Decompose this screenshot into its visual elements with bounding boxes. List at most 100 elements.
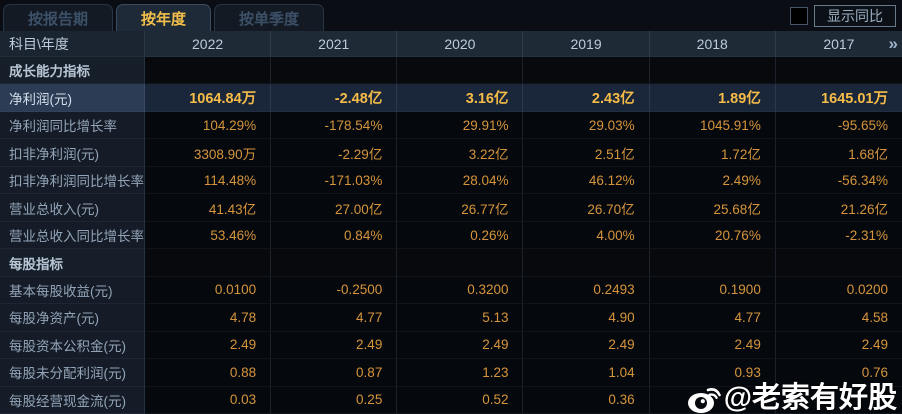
year-column-header: 2018 [649,31,776,57]
value-cell: 2.49 [523,331,650,360]
value-cell: 4.78 [145,304,272,332]
value-cell: 21.26亿 [775,194,902,222]
value-cell: 3.22亿 [397,139,524,167]
show-yoy-checkbox[interactable] [790,6,808,25]
row-label: 净利润同比增长率 [0,111,145,140]
value-cell: 26.77亿 [397,194,524,222]
row-label: 基本每股收益(元) [0,276,145,305]
year-column-header: 2020 [397,31,524,57]
value-cell: 3.16亿 [397,84,524,112]
value-cell: 0.03 [145,386,272,414]
value-cell: 2.43亿 [523,84,650,112]
row-label: 每股经营现金流(元) [0,386,145,414]
value-cell: -0.2500 [271,276,398,305]
value-cell: 0.0100 [145,276,272,305]
value-cell: 1064.84万 [145,84,272,112]
value-cell: 0.93 [649,359,776,387]
table-row: 每股资本公积金(元) 2.49 2.49 2.49 2.49 2.49 2.49 [0,331,902,360]
row-label: 每股指标 [0,249,145,277]
value-cell [775,249,902,277]
value-cell: -2.31% [775,221,902,250]
table-row: 每股未分配利润(元) 0.88 0.87 1.23 1.04 0.93 0.76 [0,359,902,387]
show-yoy-button[interactable]: 显示同比 [814,4,896,27]
tabbar-right-controls: 显示同比 [790,4,896,27]
value-cell: 1.04 [523,359,650,387]
value-cell [145,249,272,277]
value-cell: 3308.90万 [145,139,272,167]
value-cell: 1.68亿 [775,139,902,167]
tab-report-period[interactable]: 按报告期 [3,4,114,31]
value-cell: 0.88 [145,359,272,387]
value-cell: 0.1900 [649,276,776,305]
value-cell [775,386,902,414]
year-column-header: 2017 » [775,31,902,57]
value-cell: 4.77 [649,304,776,332]
value-cell: 4.77 [271,304,398,332]
value-cell: 1045.91% [649,111,776,140]
row-label: 营业总收入同比增长率 [0,221,145,250]
section-row: 成长能力指标 [0,57,902,85]
year-column-header: 2019 [523,31,650,57]
value-cell: 5.13 [397,304,524,332]
value-cell: 1.23 [397,359,524,387]
value-cell: 104.29% [145,111,272,140]
row-label: 净利润(元) [0,84,145,112]
value-cell: 4.00% [523,221,650,250]
value-cell: 0.3200 [397,276,524,305]
value-cell: 0.26% [397,221,524,250]
value-cell [523,57,650,85]
table-row: 净利润(元) 1064.84万 -2.48亿 3.16亿 2.43亿 1.89亿 1645.… [0,84,902,112]
year-label: 2020 [444,35,476,52]
row-label: 扣非净利润同比增长率 [0,166,145,195]
table-row: 扣非净利润(元) 3308.90万 -2.29亿 3.22亿 2.51亿 1.72亿 1.6… [0,139,902,167]
value-cell [397,249,524,277]
value-cell: 26.70亿 [523,194,650,222]
value-cell: -2.29亿 [271,139,398,167]
year-label: 2022 [192,35,224,52]
value-cell: 0.52 [397,386,524,414]
value-cell: -95.65% [775,111,902,140]
value-cell [271,57,398,85]
year-column-header: 2022 [145,31,272,57]
value-cell: 1.72亿 [649,139,776,167]
value-cell: 114.48% [145,166,272,195]
table-header-row: 科目\年度 2022 2021 2020 2019 2018 2017 » [0,31,902,57]
financial-metrics-table: 科目\年度 2022 2021 2020 2019 2018 2017 » 成长能力指标 净利… [0,31,902,414]
value-cell: 2.49 [649,331,776,360]
value-cell: 28.04% [397,166,524,195]
value-cell: 41.43亿 [145,194,272,222]
table-row: 扣非净利润同比增长率 114.48% -171.03% 28.04% 46.12% 2.4… [0,166,902,195]
table-row: 净利润同比增长率 104.29% -178.54% 29.91% 29.03% 1045.… [0,111,902,140]
value-cell: 0.0200 [775,276,902,305]
row-label: 扣非净利润(元) [0,139,145,167]
tab-annual[interactable]: 按年度 [116,4,212,31]
value-cell: 2.49 [775,331,902,360]
value-cell: 1.89亿 [649,84,776,112]
year-label: 2018 [696,35,728,52]
more-years-icon[interactable]: » [888,33,899,53]
row-label: 每股资本公积金(元) [0,331,145,360]
value-cell [649,249,776,277]
value-cell: 0.84% [271,221,398,250]
value-cell: -2.48亿 [271,84,398,112]
value-cell: 25.68亿 [649,194,776,222]
value-cell: 29.03% [523,111,650,140]
value-cell: 0.87 [271,359,398,387]
value-cell: -56.34% [775,166,902,195]
value-cell: 4.58 [775,304,902,332]
value-cell: 2.49 [397,331,524,360]
tab-quarterly[interactable]: 按单季度 [214,4,325,31]
period-tabbar: 按报告期 按年度 按单季度 显示同比 [0,0,902,31]
value-cell: -178.54% [271,111,398,140]
year-label: 2021 [318,35,350,52]
table-row: 营业总收入同比增长率 53.46% 0.84% 0.26% 4.00% 20.76% -2.… [0,221,902,250]
value-cell: 0.36 [523,386,650,414]
value-cell [271,249,398,277]
value-cell: 53.46% [145,221,272,250]
value-cell: 2.49% [649,166,776,195]
row-label: 每股未分配利润(元) [0,359,145,387]
value-cell: 1645.01万 [775,84,902,112]
value-cell: 20.76% [649,221,776,250]
section-row: 每股指标 [0,249,902,277]
